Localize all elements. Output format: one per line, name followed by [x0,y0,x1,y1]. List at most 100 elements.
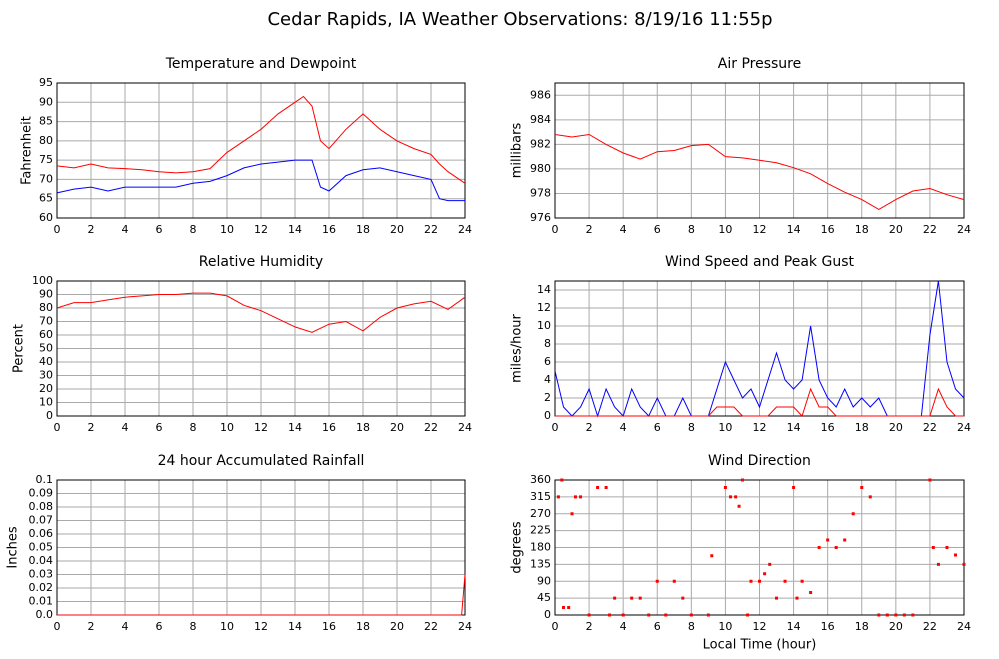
x-tick-label: 24 [458,620,472,633]
point [800,579,804,583]
x-tick-label: 6 [156,421,163,434]
point [783,579,787,583]
point [809,591,813,594]
point [621,613,625,617]
y-tick-label: 360 [530,473,551,486]
x-tick-label: 22 [923,223,937,236]
y-axis-label: Percent [12,324,27,373]
y-tick-label: 85 [39,115,53,128]
y-axis-label: miles/hour [510,313,525,382]
y-tick-label: 60 [39,211,53,224]
point [931,546,935,549]
y-tick-label: 40 [39,355,53,368]
y-tick-label: 0.02 [29,581,54,594]
y-tick-label: 980 [530,162,551,175]
plot-frame [554,479,965,616]
point [723,486,727,489]
series-line [555,387,964,417]
x-tick-label: 10 [718,421,732,434]
point [928,478,932,482]
x-tick-label: 4 [620,620,627,633]
x-tick-label: 14 [787,421,801,434]
x-tick-label: 4 [122,421,129,434]
y-tick-label: 986 [530,88,551,101]
point [613,596,617,600]
x-tick-label: 24 [957,620,971,633]
x-tick-label: 0 [552,620,559,633]
x-tick-label: 10 [220,421,234,434]
point [851,512,855,516]
y-tick-label: 0.04 [29,554,54,567]
x-tick-label: 0 [54,421,61,434]
point [638,596,642,600]
x-tick-label: 24 [957,223,971,236]
y-tick-label: 2 [544,391,551,404]
x-tick-label: 8 [190,223,197,236]
point [556,495,560,499]
point [953,553,957,557]
y-tick-label: 270 [530,507,551,520]
x-tick-label: 14 [288,620,302,633]
point [894,613,898,617]
series-line [57,574,466,616]
x-tick-label: 16 [322,223,336,236]
point [579,495,583,499]
x-tick-label: 20 [390,223,404,236]
y-axis-label: Inches [6,526,21,568]
point [570,512,574,516]
y-tick-label: 70 [39,315,53,328]
y-tick-label: 80 [39,301,53,314]
y-axis-label: millibars [510,123,525,179]
y-tick-label: 0.06 [29,527,54,540]
y-tick-label: 90 [39,288,53,301]
x-tick-label: 12 [753,421,767,434]
x-tick-label: 18 [855,620,869,633]
x-tick-label: 8 [190,620,197,633]
y-tick-label: 135 [530,557,551,570]
x-tick-label: 4 [620,223,627,236]
series-line [56,159,465,202]
x-tick-label: 24 [957,421,971,434]
y-tick-label: 978 [530,186,551,199]
point [763,572,767,576]
point [740,478,744,482]
x-tick-label: 8 [688,223,695,236]
point [792,486,796,489]
y-tick-label: 100 [32,274,53,287]
y-tick-label: 0.08 [29,500,54,513]
point [737,504,741,508]
point [647,613,651,617]
x-tick-label: 14 [288,223,302,236]
point [655,579,659,583]
x-tick-label: 18 [356,421,370,434]
y-tick-label: 0.09 [29,487,54,500]
plot-frame [56,280,466,417]
x-tick-label: 6 [654,421,661,434]
x-tick-label: 0 [552,223,559,236]
x-tick-label: 8 [190,421,197,434]
x-tick-label: 12 [753,223,767,236]
x-tick-label: 10 [718,223,732,236]
y-tick-label: 0 [544,409,551,422]
chart-title: Wind Speed and Peak Gust [665,254,854,270]
x-tick-label: 2 [88,223,95,236]
point [902,613,906,617]
chart-title: Relative Humidity [199,254,323,270]
y-tick-label: 65 [39,192,53,205]
y-tick-label: 10 [39,396,53,409]
point [885,613,889,617]
x-tick-label: 10 [718,620,732,633]
x-tick-label: 24 [458,421,472,434]
point [775,596,779,600]
x-tick-label: 2 [88,620,95,633]
y-tick-label: 30 [39,369,53,382]
point [681,596,685,600]
y-tick-label: 0 [544,608,551,621]
y-tick-label: 315 [530,490,551,503]
x-tick-label: 22 [923,421,937,434]
x-tick-label: 22 [424,223,438,236]
point [664,613,668,617]
x-tick-label: 2 [88,421,95,434]
y-axis-label: Fahrenheit [20,116,35,185]
x-tick-label: 20 [889,223,903,236]
